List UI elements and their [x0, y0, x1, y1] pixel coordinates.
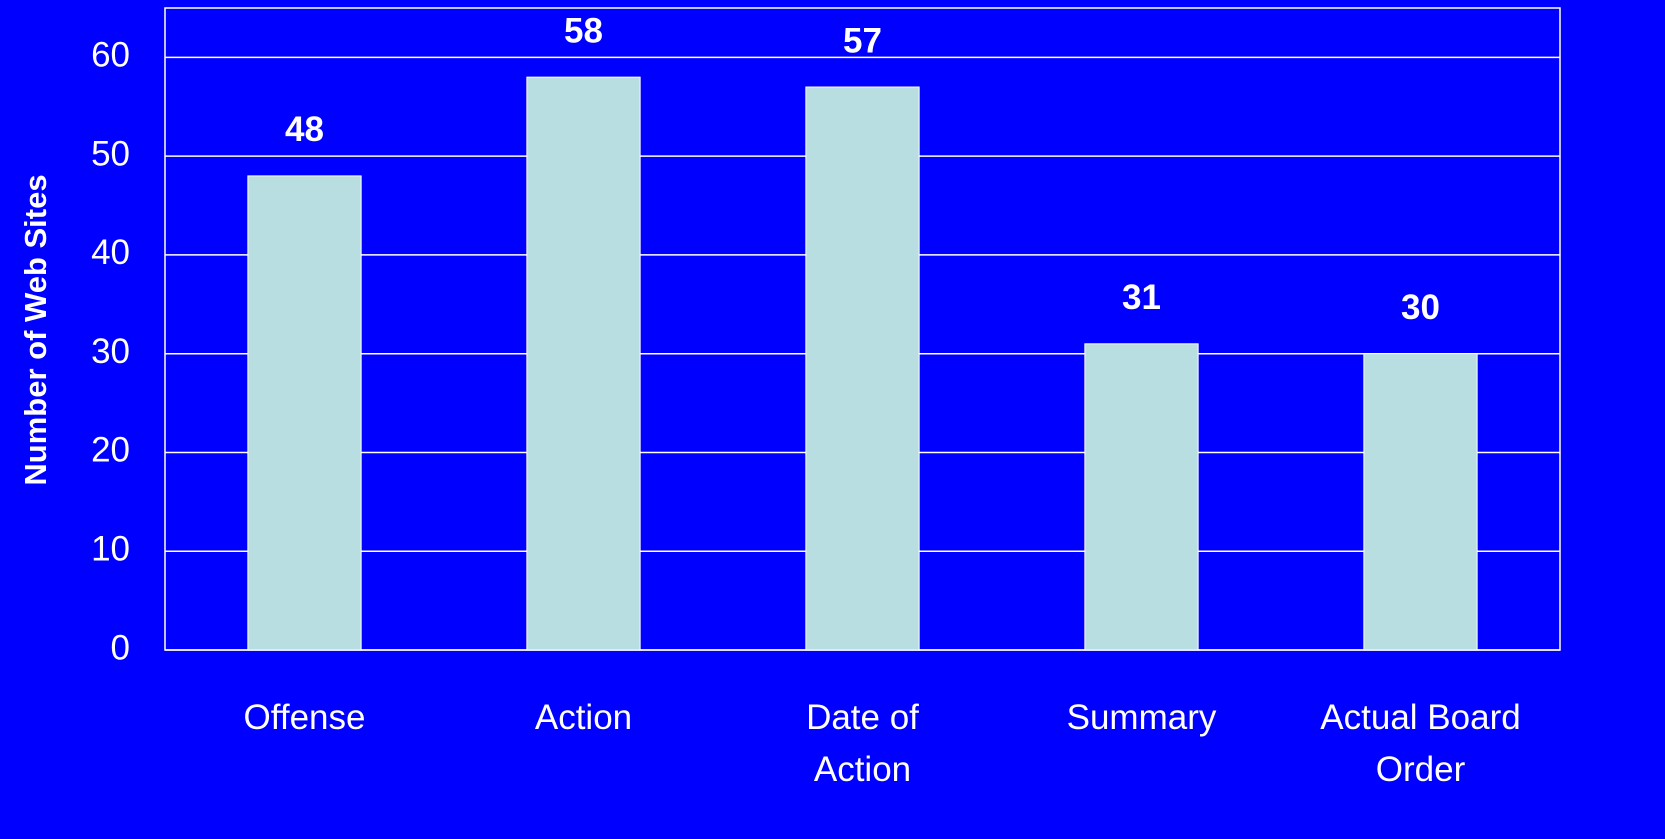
y-tick-label: 20	[91, 431, 130, 470]
y-tick-label: 10	[91, 529, 130, 568]
x-tick-label: Actual Board Order	[1320, 698, 1521, 789]
y-tick-label: 60	[91, 36, 130, 75]
value-label: 48	[285, 110, 324, 149]
value-label: 58	[564, 11, 603, 50]
bar	[247, 175, 362, 651]
bar	[1084, 343, 1199, 651]
y-axis-label: Number of Web Sites	[18, 174, 53, 485]
y-tick-label: 50	[91, 134, 130, 173]
x-tick-label: Summary	[1066, 698, 1217, 737]
y-tick-label: 30	[91, 332, 130, 371]
bar	[526, 76, 641, 651]
bar	[1363, 353, 1478, 651]
y-tick-label: 40	[91, 233, 130, 272]
x-tick-label: Offense	[243, 698, 366, 737]
value-label: 30	[1401, 288, 1440, 327]
x-tick-label: Action	[534, 698, 633, 737]
bar	[805, 86, 920, 651]
value-label: 31	[1122, 278, 1161, 317]
y-tick-label: 0	[111, 628, 130, 667]
value-label: 57	[843, 21, 882, 60]
x-tick-label: Date of Action	[806, 698, 919, 789]
